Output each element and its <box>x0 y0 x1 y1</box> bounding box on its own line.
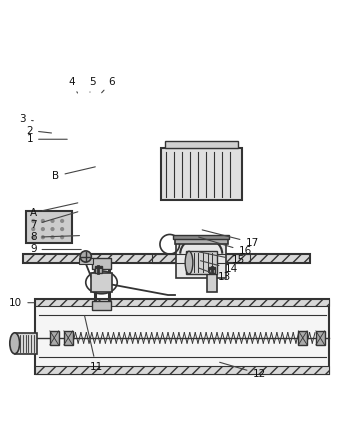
Text: 12: 12 <box>220 362 266 379</box>
Bar <box>298 331 307 345</box>
Text: 6: 6 <box>102 77 115 93</box>
Bar <box>35 366 329 374</box>
Bar <box>173 235 229 239</box>
Bar <box>23 254 310 263</box>
Circle shape <box>80 251 91 262</box>
Ellipse shape <box>10 333 20 354</box>
Bar <box>91 273 112 292</box>
Bar <box>64 331 73 345</box>
Bar <box>164 141 238 148</box>
Bar <box>79 258 93 264</box>
Bar <box>95 266 101 273</box>
Circle shape <box>41 219 45 223</box>
Text: 8: 8 <box>30 232 79 242</box>
Circle shape <box>50 219 55 223</box>
Bar <box>92 301 111 310</box>
Bar <box>209 267 215 273</box>
Ellipse shape <box>185 251 193 274</box>
Circle shape <box>41 235 45 239</box>
Bar <box>23 254 310 263</box>
Text: 16: 16 <box>199 237 252 256</box>
Text: B: B <box>52 167 95 181</box>
Bar <box>26 211 72 242</box>
Bar <box>35 299 329 306</box>
Bar <box>35 299 329 374</box>
Text: 9: 9 <box>30 245 81 254</box>
Circle shape <box>41 227 45 231</box>
Bar <box>316 331 325 345</box>
Text: 14: 14 <box>201 261 238 274</box>
Circle shape <box>31 219 35 223</box>
Bar <box>176 242 226 277</box>
Text: 13: 13 <box>198 268 231 283</box>
Circle shape <box>60 235 64 239</box>
Bar <box>15 333 37 354</box>
Text: A: A <box>30 203 78 218</box>
Circle shape <box>31 227 35 231</box>
Circle shape <box>50 235 55 239</box>
Text: 1: 1 <box>27 134 67 144</box>
Bar <box>186 251 217 274</box>
Text: 10: 10 <box>9 298 34 308</box>
Circle shape <box>60 219 64 223</box>
Bar <box>26 211 72 242</box>
Bar <box>194 254 209 263</box>
Circle shape <box>31 235 35 239</box>
Bar <box>92 258 111 269</box>
Bar <box>161 148 241 201</box>
Circle shape <box>60 227 64 231</box>
Circle shape <box>50 227 55 231</box>
Text: 7: 7 <box>30 212 78 230</box>
Text: 3: 3 <box>20 114 33 124</box>
Bar <box>152 254 250 263</box>
Bar <box>206 273 217 292</box>
Text: 15: 15 <box>199 252 245 265</box>
Text: 11: 11 <box>85 316 103 372</box>
Text: 5: 5 <box>90 77 96 92</box>
Text: 17: 17 <box>202 230 259 248</box>
Text: 4: 4 <box>69 77 77 93</box>
Text: 2: 2 <box>27 125 51 136</box>
Bar <box>50 331 58 345</box>
Bar <box>175 238 228 244</box>
